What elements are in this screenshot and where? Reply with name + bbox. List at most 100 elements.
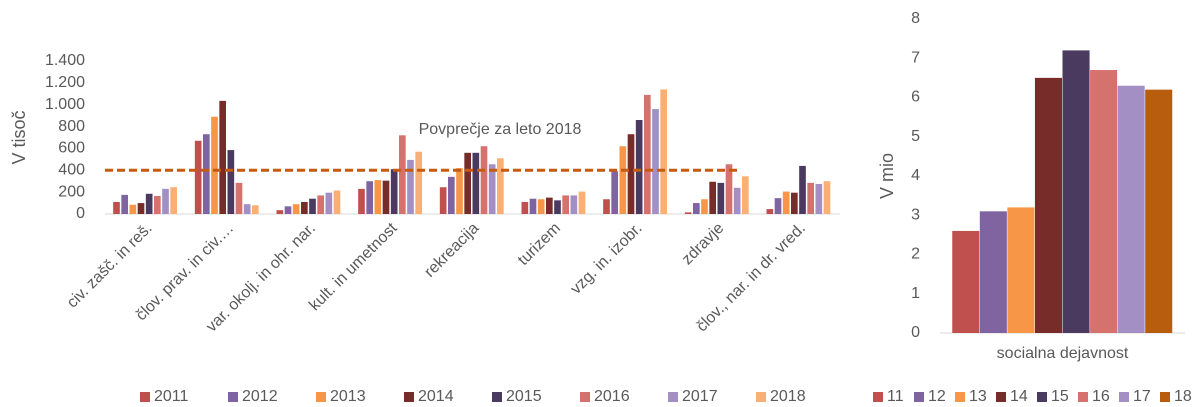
legend-label: 2014 — [418, 388, 454, 405]
legend-label: 2018 — [770, 388, 806, 405]
y-tick-label: 1 — [911, 285, 920, 302]
bar — [374, 180, 382, 214]
y-tick-label: 0 — [911, 324, 920, 341]
bar — [774, 198, 782, 214]
bar — [194, 140, 202, 214]
y-tick-label: 7 — [911, 49, 920, 66]
bar — [399, 135, 406, 214]
bar — [799, 165, 806, 214]
bar — [252, 205, 259, 214]
legend-label: 2016 — [594, 388, 630, 405]
bar — [717, 182, 725, 214]
bar — [292, 204, 300, 214]
bar — [807, 182, 814, 214]
bar — [407, 159, 414, 214]
bar — [456, 168, 463, 214]
legend-label: 11 — [887, 388, 904, 405]
bar — [472, 152, 480, 214]
bar — [1062, 50, 1090, 334]
bar — [129, 204, 137, 214]
bar — [170, 187, 177, 214]
legend-swatch — [955, 392, 965, 402]
bar — [1145, 89, 1173, 334]
legend-label: 17 — [1133, 388, 1151, 405]
legend-label: 2017 — [682, 388, 718, 405]
bar — [570, 195, 578, 214]
bar — [121, 194, 128, 214]
average-label: Povprečje za leto 2018 — [419, 121, 582, 138]
bar — [652, 109, 659, 214]
legend-swatch — [492, 392, 502, 402]
bar — [317, 195, 324, 214]
bar — [546, 197, 553, 214]
legend-swatch — [580, 392, 590, 402]
bar — [382, 180, 390, 214]
legend-swatch — [914, 392, 924, 402]
legend-swatch — [756, 392, 766, 402]
bar — [742, 176, 749, 214]
x-tick-label: vzg. in. izobr. — [568, 220, 646, 298]
bar — [488, 164, 496, 214]
legend-label: 2011 — [154, 388, 189, 405]
y-tick-label: 6 — [911, 89, 920, 106]
bar — [154, 195, 161, 214]
legend-label: 15 — [1051, 388, 1069, 405]
y-tick-label: 200 — [58, 183, 85, 200]
bar — [415, 151, 422, 214]
x-tick-label: rekreacija — [421, 220, 482, 281]
y-tick-label: 4 — [911, 167, 920, 184]
bar — [1117, 85, 1145, 333]
bar — [554, 200, 561, 214]
y-tick-label: 1.200 — [45, 74, 85, 91]
bar — [693, 203, 700, 214]
bar — [448, 176, 455, 214]
x-tick-label: civ. zašč. in reš. — [64, 220, 156, 312]
bar — [137, 203, 145, 214]
bar — [325, 192, 333, 214]
legend-label: 12 — [928, 388, 946, 405]
bar — [333, 190, 341, 214]
legend-swatch — [1160, 392, 1170, 402]
bar — [815, 183, 823, 214]
x-tick-label: turizem — [515, 220, 564, 269]
bar — [1007, 207, 1035, 333]
bar — [309, 198, 316, 214]
bar — [611, 171, 618, 214]
bar — [733, 187, 741, 214]
y-tick-label: 0 — [76, 205, 85, 222]
bar — [162, 188, 169, 214]
bar — [660, 89, 667, 214]
legend-label: 13 — [969, 388, 987, 405]
legend-swatch — [996, 392, 1006, 402]
bar — [603, 199, 610, 214]
y-tick-label: 800 — [58, 118, 85, 135]
legend-swatch — [1078, 392, 1088, 402]
legend-label: 14 — [1010, 388, 1028, 405]
bar — [227, 150, 235, 214]
bar — [684, 212, 692, 214]
y-tick-label: 1.000 — [45, 96, 85, 113]
y-axis-label: V mio — [877, 153, 897, 199]
legend-label: 2015 — [506, 388, 542, 405]
bar — [113, 201, 120, 214]
y-tick-label: 8 — [911, 10, 920, 27]
bar — [203, 134, 210, 214]
legend-swatch — [228, 392, 238, 402]
legend-swatch — [873, 392, 883, 402]
bar — [979, 211, 1007, 333]
bar — [1090, 70, 1118, 334]
bar — [823, 181, 831, 214]
legend-label: 16 — [1092, 388, 1110, 405]
bar — [529, 198, 537, 214]
y-tick-label: 400 — [58, 162, 85, 179]
bar — [464, 152, 471, 214]
bar — [358, 188, 365, 214]
bar — [725, 164, 733, 214]
bar — [211, 116, 218, 214]
bar — [497, 158, 504, 214]
bar — [627, 134, 635, 214]
bar — [619, 146, 627, 214]
bar — [562, 195, 569, 214]
bar — [782, 191, 790, 214]
